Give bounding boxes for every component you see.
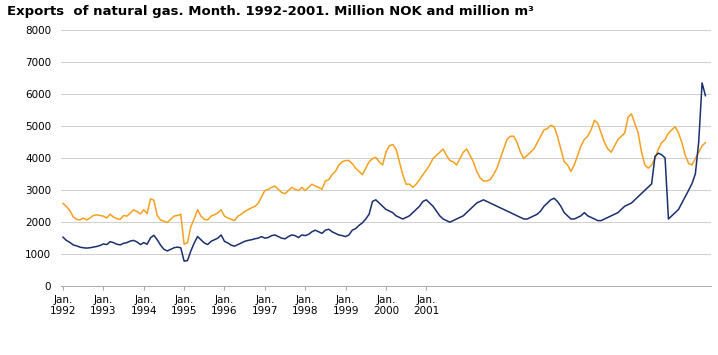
Text: Exports  of natural gas. Month. 1992-2001. Million NOK and million m³: Exports of natural gas. Month. 1992-2001… — [7, 5, 534, 18]
